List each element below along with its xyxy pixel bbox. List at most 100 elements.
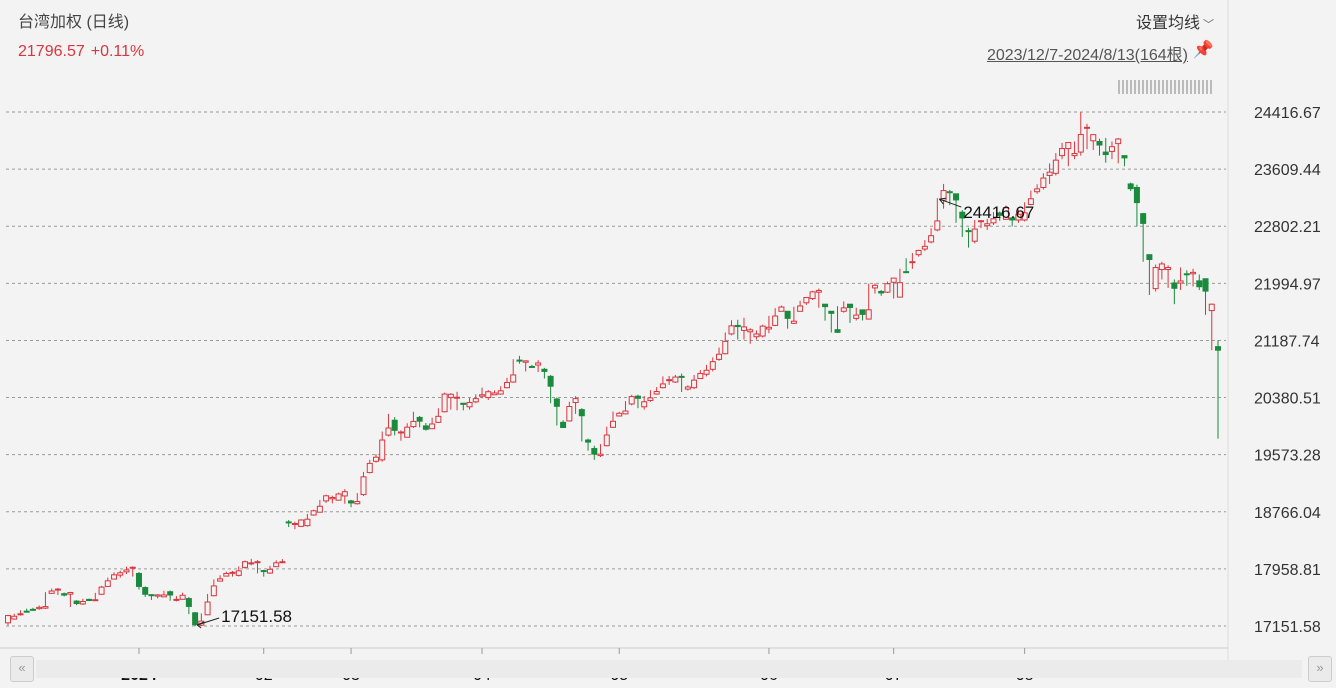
candle-body	[167, 591, 174, 596]
candle-body	[204, 601, 211, 616]
candle-body	[647, 397, 654, 401]
candle-body	[223, 572, 230, 577]
annotation-arrowhead	[196, 621, 205, 629]
candle-body	[479, 394, 486, 397]
candle-body	[185, 598, 192, 607]
time-scrollbar[interactable]	[36, 660, 1302, 678]
candle-body	[111, 574, 118, 580]
y-tick-label: 20380.51	[1254, 391, 1321, 408]
candle-body	[896, 282, 903, 298]
candle-body	[909, 261, 916, 264]
candle-body	[728, 325, 735, 335]
candle-body	[123, 569, 130, 573]
candle-body	[372, 456, 379, 462]
candle-body	[360, 476, 367, 496]
chart-title: 台湾加权 (日线)	[18, 14, 130, 31]
candle-body	[610, 420, 616, 428]
candle-body	[1183, 273, 1190, 276]
candle-body	[840, 307, 847, 312]
candle-body	[491, 392, 498, 396]
candle-body	[790, 320, 797, 324]
candle-body	[422, 425, 429, 430]
candle-body	[385, 427, 392, 436]
date-range-link[interactable]: 2023/12/7-2024/8/13(164根)	[986, 47, 1188, 64]
candle-body	[154, 594, 161, 597]
candle-body	[684, 386, 691, 390]
candle-body	[1215, 346, 1221, 351]
candle-body	[117, 572, 124, 576]
candle-body	[173, 598, 180, 601]
pin-icon[interactable]: 📌	[1192, 40, 1214, 59]
candle-body	[460, 402, 467, 405]
candle-body	[934, 220, 941, 231]
candle-body	[11, 615, 18, 620]
candle-body	[847, 303, 854, 308]
candle-body	[54, 588, 61, 591]
candle-body	[516, 359, 523, 362]
candle-body	[285, 521, 292, 524]
candle-body	[1059, 148, 1066, 157]
min-price-label: 17151.58	[221, 607, 292, 626]
candle-body	[653, 391, 660, 395]
y-tick-label: 17958.81	[1254, 562, 1321, 579]
double-chevron-right-icon[interactable]: »	[1308, 656, 1332, 682]
candle-body	[435, 415, 442, 423]
candle-body	[229, 571, 236, 574]
candle-body	[129, 566, 136, 569]
candle-body	[616, 412, 623, 417]
candle-body	[279, 561, 286, 564]
candle-body	[722, 340, 729, 355]
candle-body	[946, 191, 953, 194]
candle-body	[553, 398, 560, 407]
candle-body	[503, 382, 510, 389]
candle-body	[971, 228, 978, 242]
y-tick-label: 21187.74	[1254, 333, 1320, 350]
candle-body	[747, 329, 754, 333]
ma-settings-button[interactable]: 设置均线 ﹀	[1136, 9, 1214, 33]
candle-body	[915, 249, 922, 256]
y-tick-label: 23609.44	[1254, 162, 1321, 179]
candle-body	[397, 431, 404, 434]
y-tick-label: 21994.97	[1254, 276, 1321, 293]
candle-body	[104, 580, 111, 587]
candle-body	[160, 594, 167, 598]
candle-body	[996, 212, 1003, 216]
double-chevron-left-icon[interactable]: «	[10, 656, 34, 682]
candle-body	[890, 277, 897, 283]
candle-body	[759, 325, 766, 337]
annotation-pointer	[939, 198, 962, 208]
candle-body	[591, 448, 598, 455]
candle-body	[510, 374, 517, 383]
candle-body	[884, 283, 891, 293]
candle-body	[1052, 159, 1059, 174]
price-quote: 21796.57 +0.11%	[18, 43, 144, 61]
candle-body	[1102, 151, 1109, 156]
candle-body	[1171, 282, 1178, 289]
candle-body	[1177, 280, 1184, 284]
candle-body	[1196, 280, 1203, 288]
candle-body	[466, 401, 473, 408]
candle-body	[953, 193, 960, 201]
candle-body	[447, 393, 454, 399]
candle-body	[528, 365, 535, 368]
candle-body	[622, 410, 629, 415]
candle-body	[666, 379, 673, 382]
candle-body	[560, 421, 567, 429]
candle-body	[497, 390, 504, 395]
candle-body	[135, 572, 142, 587]
candle-body	[260, 570, 267, 573]
candle-body	[485, 391, 492, 399]
candle-body	[266, 568, 273, 574]
candle-body	[29, 608, 36, 611]
candle-body	[535, 362, 542, 366]
collapse-handle[interactable]	[1118, 80, 1214, 94]
candle-body	[17, 613, 24, 616]
candle-body	[697, 372, 704, 379]
candle-body	[1115, 138, 1122, 145]
candle-body	[61, 593, 68, 596]
candle-body	[341, 491, 348, 497]
candle-body	[67, 592, 74, 595]
candle-body	[1071, 153, 1078, 157]
candle-body	[472, 398, 479, 403]
